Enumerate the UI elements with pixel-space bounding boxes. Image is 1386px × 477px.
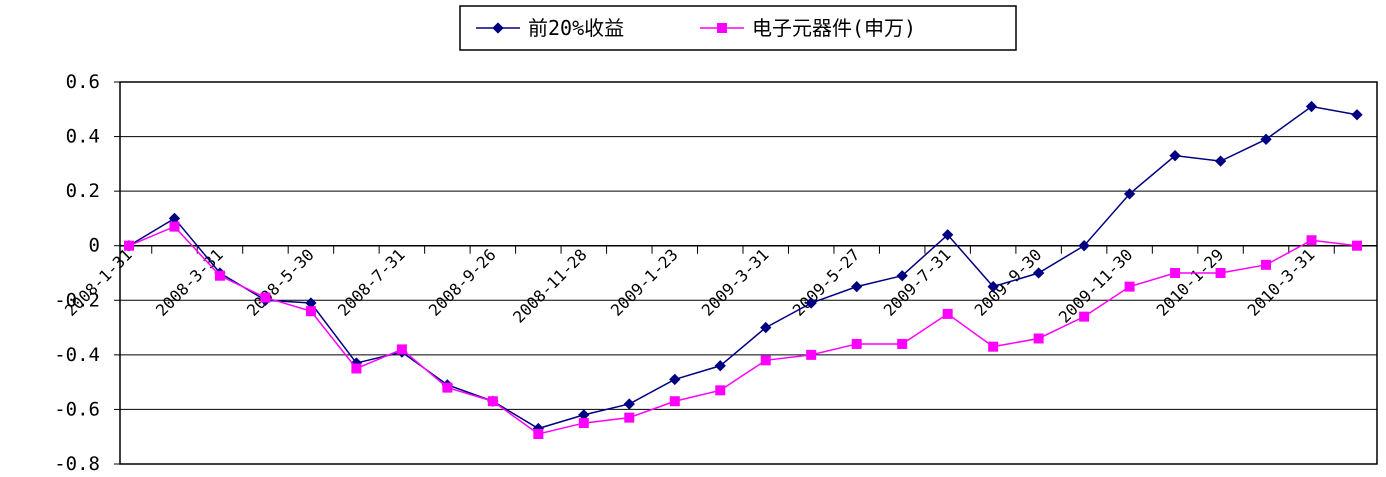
data-point-series-2 bbox=[260, 292, 271, 303]
data-point-series-1 bbox=[896, 270, 908, 282]
data-point-series-2 bbox=[487, 396, 498, 407]
data-point-series-1 bbox=[1260, 133, 1272, 145]
data-point-series-2 bbox=[988, 341, 999, 352]
data-point-series-1 bbox=[669, 373, 681, 386]
data-point-series-2 bbox=[351, 363, 362, 374]
series-line-1 bbox=[128, 105, 1358, 430]
data-point-series-2 bbox=[806, 349, 817, 360]
data-point-series-2 bbox=[669, 396, 680, 407]
plot-frame bbox=[119, 81, 1378, 465]
data-point-series-1 bbox=[1305, 100, 1318, 113]
y-tick-label: 0.4 bbox=[66, 126, 100, 148]
legend-marker-series-2 bbox=[717, 23, 727, 33]
legend-label-series-2: 电子元器件(申万) bbox=[752, 16, 916, 40]
y-tick-label: -0.6 bbox=[54, 398, 100, 420]
data-point-series-2 bbox=[396, 344, 407, 355]
data-point-series-2 bbox=[124, 240, 134, 251]
data-point-series-2 bbox=[1124, 281, 1135, 292]
data-point-series-1 bbox=[623, 398, 635, 410]
data-point-series-1 bbox=[1078, 240, 1090, 252]
data-point-series-2 bbox=[715, 385, 726, 396]
data-point-series-2 bbox=[1033, 333, 1044, 344]
data-point-series-1 bbox=[805, 297, 817, 309]
data-point-series-2 bbox=[214, 270, 225, 281]
data-point-series-2 bbox=[760, 355, 771, 366]
series-line-2 bbox=[128, 225, 1358, 435]
data-point-series-2 bbox=[851, 338, 862, 349]
data-point-series-1 bbox=[987, 280, 999, 293]
data-point-series-2 bbox=[1306, 235, 1317, 246]
data-point-series-2 bbox=[533, 428, 544, 439]
data-point-series-1 bbox=[1123, 188, 1136, 200]
data-point-series-2 bbox=[169, 221, 180, 232]
data-point-series-1 bbox=[1169, 150, 1181, 162]
y-tick-label: 0 bbox=[89, 235, 100, 257]
data-point-series-1 bbox=[760, 321, 772, 334]
data-point-series-2 bbox=[442, 382, 453, 393]
data-point-series-1 bbox=[578, 409, 590, 421]
data-point-series-1 bbox=[1351, 109, 1363, 121]
data-point-series-1 bbox=[1214, 155, 1227, 167]
data-point-series-1 bbox=[942, 229, 954, 241]
data-point-series-2 bbox=[1079, 311, 1090, 322]
y-tick-label: 0.2 bbox=[66, 180, 100, 202]
data-point-series-2 bbox=[942, 308, 953, 319]
data-point-series-2 bbox=[624, 412, 635, 423]
y-tick-label: -0.8 bbox=[54, 453, 100, 475]
data-point-series-1 bbox=[305, 297, 317, 309]
data-point-series-1 bbox=[168, 212, 181, 225]
data-point-series-1 bbox=[714, 360, 726, 372]
data-point-series-2 bbox=[1215, 268, 1226, 278]
data-point-series-2 bbox=[1352, 240, 1362, 251]
data-point-series-2 bbox=[305, 306, 316, 317]
data-point-series-2 bbox=[897, 338, 908, 349]
y-tick-label: -0.2 bbox=[54, 289, 100, 311]
data-point-series-1 bbox=[851, 280, 863, 293]
data-point-series-2 bbox=[1170, 268, 1181, 278]
y-tick-label: 0.6 bbox=[66, 71, 100, 93]
data-point-series-2 bbox=[1261, 259, 1272, 270]
legend: 前20%收益 电子元器件(申万) bbox=[459, 5, 1017, 51]
legend-label-series-1: 前20%收益 bbox=[528, 16, 624, 40]
data-point-series-1 bbox=[1032, 267, 1045, 279]
data-point-series-2 bbox=[578, 418, 589, 429]
y-tick-label: -0.4 bbox=[54, 344, 100, 366]
